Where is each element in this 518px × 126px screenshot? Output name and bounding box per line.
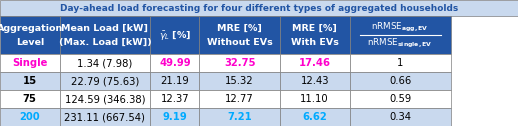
Text: 11.10: 11.10 xyxy=(300,94,329,104)
Text: 0.34: 0.34 xyxy=(389,112,411,122)
Text: 12.37: 12.37 xyxy=(161,94,189,104)
Bar xyxy=(150,54,199,72)
Text: MRE [%]: MRE [%] xyxy=(292,24,337,33)
Text: Without EVs: Without EVs xyxy=(207,38,272,47)
Text: 75: 75 xyxy=(23,94,37,104)
Text: 32.75: 32.75 xyxy=(224,58,255,68)
Bar xyxy=(0,0,518,16)
Bar xyxy=(280,90,350,108)
Bar xyxy=(199,16,280,54)
Text: 7.21: 7.21 xyxy=(227,112,252,122)
Bar xyxy=(0,16,60,54)
Bar xyxy=(60,72,150,90)
Bar xyxy=(60,90,150,108)
Bar xyxy=(350,108,451,126)
Text: 12.77: 12.77 xyxy=(225,94,254,104)
Bar xyxy=(199,108,280,126)
Text: 1: 1 xyxy=(397,58,404,68)
Bar xyxy=(0,90,60,108)
Text: $\bar{\gamma}_L$ [%]: $\bar{\gamma}_L$ [%] xyxy=(159,29,191,42)
Bar xyxy=(199,72,280,90)
Text: 49.99: 49.99 xyxy=(159,58,191,68)
Bar xyxy=(150,72,199,90)
Bar xyxy=(280,16,350,54)
Bar xyxy=(280,72,350,90)
Text: 6.62: 6.62 xyxy=(303,112,327,122)
Text: Level: Level xyxy=(16,38,44,47)
Bar xyxy=(350,72,451,90)
Text: 9.19: 9.19 xyxy=(163,112,187,122)
Text: 15: 15 xyxy=(23,76,37,86)
Bar xyxy=(0,72,60,90)
Text: 22.79 (75.63): 22.79 (75.63) xyxy=(71,76,139,86)
Bar xyxy=(280,54,350,72)
Text: Aggregation: Aggregation xyxy=(0,24,63,33)
Text: 124.59 (346.38): 124.59 (346.38) xyxy=(65,94,145,104)
Text: 200: 200 xyxy=(20,112,40,122)
Bar xyxy=(150,90,199,108)
Text: 17.46: 17.46 xyxy=(299,58,330,68)
Text: 21.19: 21.19 xyxy=(161,76,189,86)
Text: Mean Load [kW]: Mean Load [kW] xyxy=(62,24,148,33)
Text: 0.66: 0.66 xyxy=(389,76,411,86)
Text: With EVs: With EVs xyxy=(291,38,339,47)
Bar xyxy=(60,16,150,54)
Bar xyxy=(150,16,199,54)
Bar xyxy=(60,108,150,126)
Text: 231.11 (667.54): 231.11 (667.54) xyxy=(64,112,146,122)
Bar xyxy=(150,108,199,126)
Bar xyxy=(0,108,60,126)
Text: nRMSE$_{\mathbf{single,EV}}$: nRMSE$_{\mathbf{single,EV}}$ xyxy=(367,37,433,50)
Bar xyxy=(199,90,280,108)
Text: 15.32: 15.32 xyxy=(225,76,254,86)
Bar xyxy=(350,90,451,108)
Text: MRE [%]: MRE [%] xyxy=(217,24,262,33)
Bar xyxy=(350,16,451,54)
Text: Single: Single xyxy=(12,58,48,68)
Bar xyxy=(280,108,350,126)
Bar xyxy=(60,54,150,72)
Text: (Max. Load [kW]): (Max. Load [kW]) xyxy=(59,38,151,47)
Bar xyxy=(0,54,60,72)
Text: Day-ahead load forecasting for four different types of aggregated households: Day-ahead load forecasting for four diff… xyxy=(60,4,458,13)
Text: 12.43: 12.43 xyxy=(300,76,329,86)
Bar xyxy=(199,54,280,72)
Text: 1.34 (7.98): 1.34 (7.98) xyxy=(77,58,133,68)
Text: 0.59: 0.59 xyxy=(389,94,411,104)
Bar xyxy=(350,54,451,72)
Text: nRMSE$_{\mathbf{agg,EV}}$: nRMSE$_{\mathbf{agg,EV}}$ xyxy=(371,21,429,34)
